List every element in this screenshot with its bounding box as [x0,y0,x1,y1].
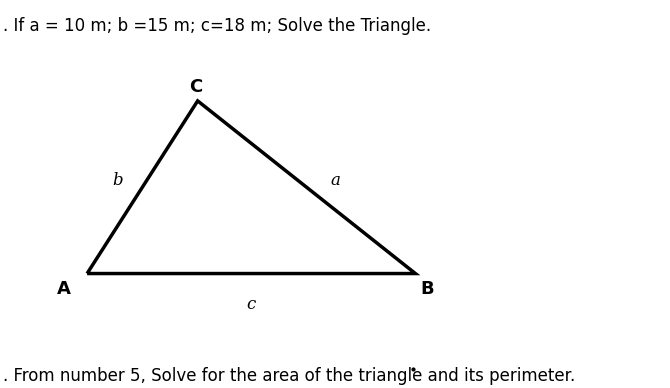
Text: c: c [247,296,256,313]
Text: B: B [421,280,434,298]
Text: a: a [330,172,340,189]
Text: C: C [189,78,202,96]
Text: . If a = 10 m; b =15 m; c=18 m; Solve the Triangle.: . If a = 10 m; b =15 m; c=18 m; Solve th… [3,17,431,35]
Text: b: b [112,172,123,189]
Text: A: A [57,280,70,298]
Text: . From number 5, Solve for the area of the triangle and its perimeter.: . From number 5, Solve for the area of t… [3,367,576,385]
